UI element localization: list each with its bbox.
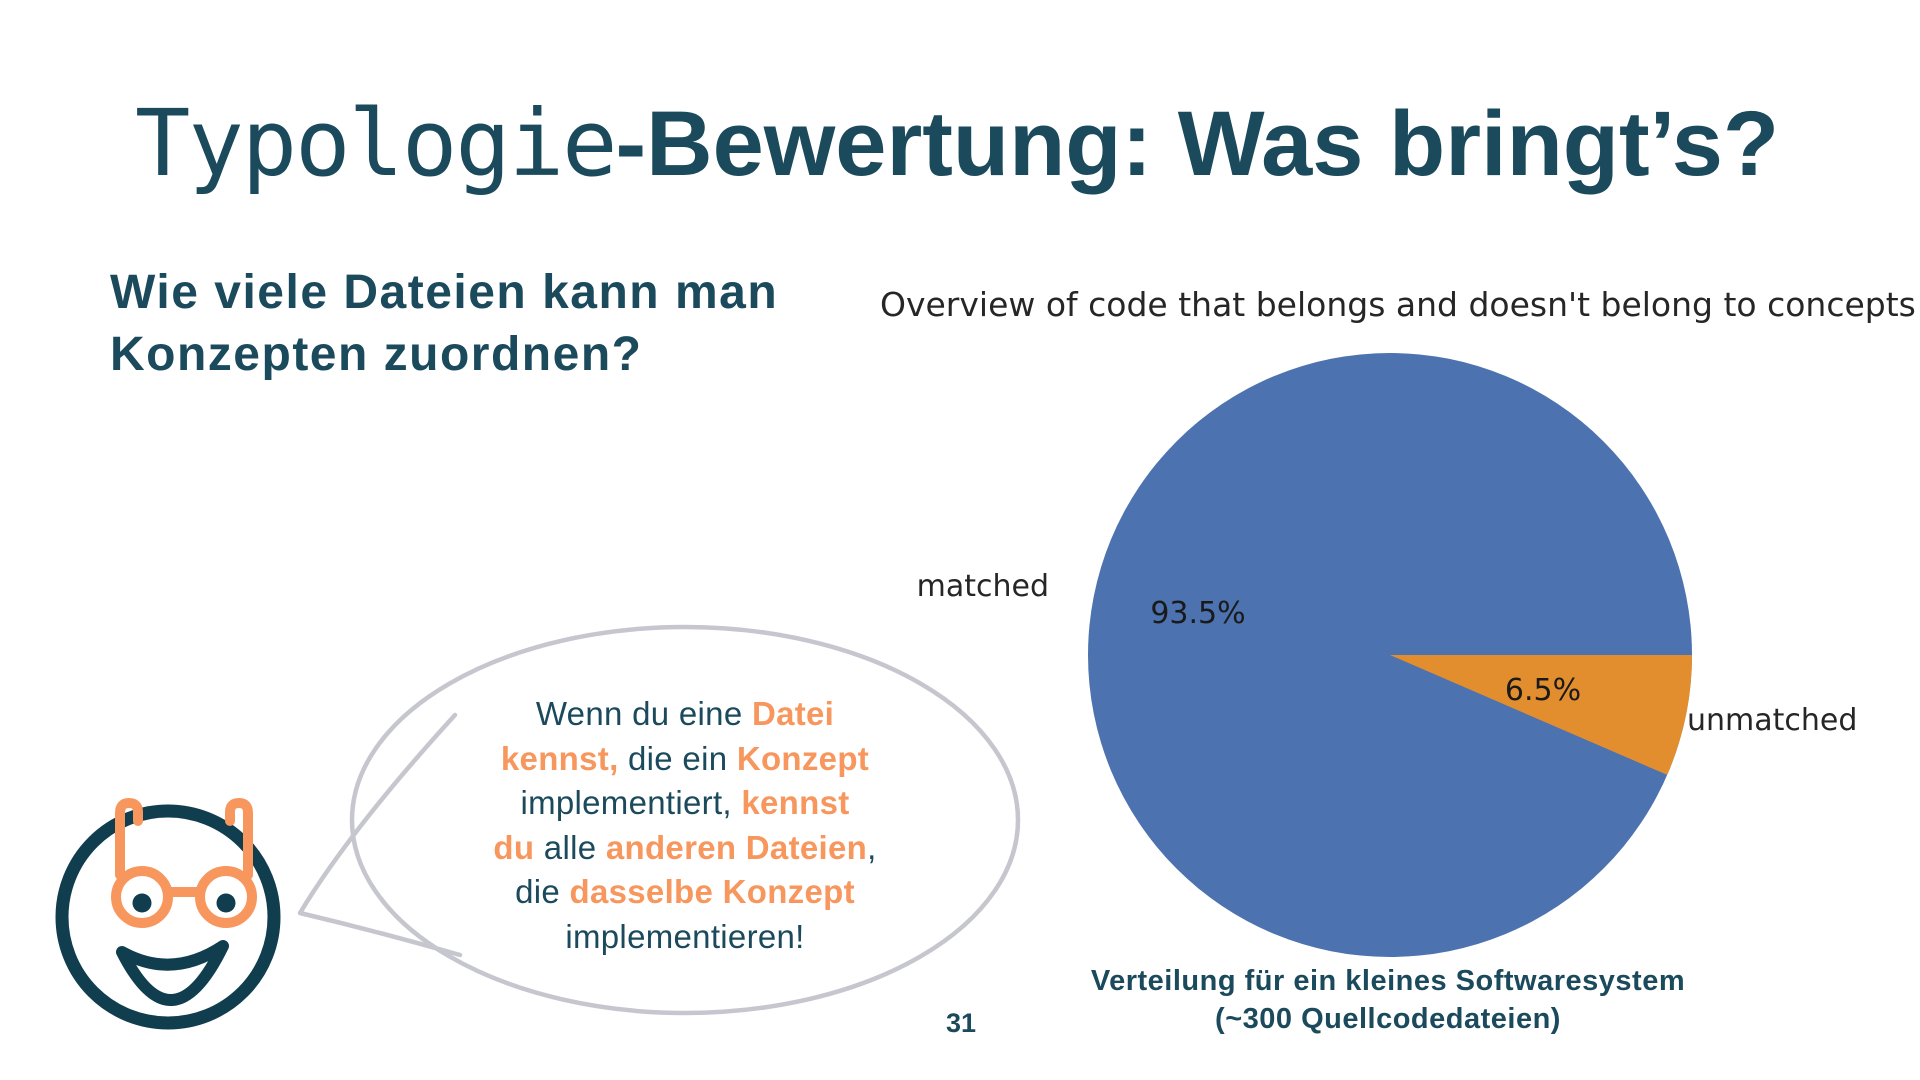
slide-title-bold: -Bewertung: Was bringt’s? (615, 93, 1780, 195)
page-number: 31 (945, 1008, 977, 1038)
pie-chart (1088, 353, 1692, 957)
speech-bubble-tail (297, 712, 463, 958)
pie-label-matched: matched (916, 569, 1049, 604)
speech-bubble-ellipse (349, 624, 1021, 1016)
glasses-right-arm-icon (225, 797, 253, 880)
slide-title-mono: Typologie (135, 90, 617, 197)
left-eye-icon (132, 893, 152, 913)
bubble-line: implementiert, kennst (520, 784, 850, 821)
bubble-line: Wenn du eine Datei (535, 695, 835, 732)
glasses-left-arm-icon (115, 797, 143, 880)
chart-caption: Verteilung für ein kleines Softwaresyste… (1083, 962, 1693, 1038)
bubble-text: Wenn du eine Datei kennst, die ein Konzep… (420, 692, 950, 959)
smile-mouth (116, 940, 229, 1006)
bubble-line: die dasselbe Konzept (515, 873, 855, 910)
right-eye-icon (216, 893, 236, 913)
question-line-2: Konzepten zuordnen? (110, 328, 643, 381)
question-heading: Wie viele Dateien kann man Konzepten zuo… (110, 262, 778, 386)
chart-caption-line-2: (~300 Quellcodedateien) (1215, 1003, 1561, 1035)
slide-title: Typologie-Bewertung: Was bringt’s? (135, 98, 1779, 191)
bubble-line: du alle anderen Dateien, (493, 828, 877, 866)
bubble-line: implementieren! (565, 917, 805, 955)
bubble-line: kennst, die ein Konzept (500, 739, 870, 777)
speech-bubble (297, 624, 1021, 1016)
pie-slice-unmatched (1390, 655, 1692, 775)
pie-percent-matched: 93.5% (1150, 596, 1246, 631)
pie-label-unmatched: unmatched (1687, 703, 1858, 738)
question-line-1: Wie viele Dateien kann man (110, 266, 779, 319)
pie-percent-unmatched: 6.5% (1504, 673, 1582, 708)
chart-title: Overview of code that belongs and doesn'… (880, 285, 1916, 324)
mascot-face-icon (55, 797, 281, 1030)
chart-caption-line-1: Verteilung für ein kleines Softwaresyste… (1090, 965, 1686, 997)
